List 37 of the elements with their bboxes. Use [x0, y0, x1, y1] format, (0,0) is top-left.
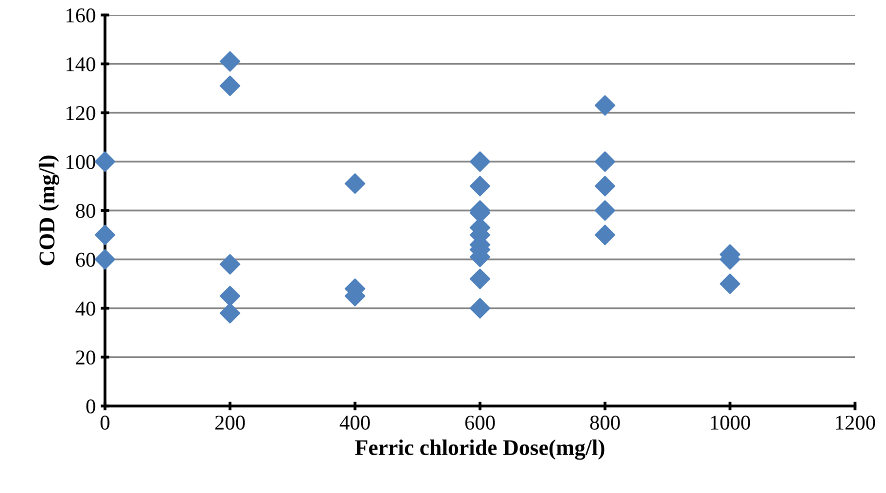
point	[470, 298, 490, 319]
y-tick-label: 60	[76, 252, 96, 267]
point	[720, 274, 740, 294]
point	[594, 200, 616, 221]
x-tick-label: 1000	[711, 416, 750, 430]
point	[94, 249, 116, 270]
y-tick-label: 80	[76, 204, 96, 218]
point	[220, 51, 240, 72]
point	[220, 302, 240, 324]
point	[94, 151, 116, 172]
x-tick-label: 800	[590, 416, 620, 430]
y-tick-label: 40	[76, 302, 96, 316]
point	[594, 176, 616, 196]
x-axis-title: Ferric chloride Dose(mg/l)	[355, 439, 604, 460]
point	[220, 76, 240, 96]
x-tick-label: 400	[340, 416, 370, 430]
point	[594, 151, 616, 172]
point	[470, 151, 490, 172]
point	[470, 176, 490, 196]
point	[344, 173, 366, 194]
y-tick-label: 160	[66, 8, 96, 22]
x-tick-label: 600	[465, 416, 495, 430]
point	[220, 286, 240, 306]
y-tick-label: 120	[66, 106, 96, 120]
point	[470, 268, 490, 290]
y-tick-label: 0	[86, 399, 96, 414]
point	[94, 224, 116, 246]
x-tick-label: 1200	[836, 416, 876, 430]
y-axis-title: COD (mg/l)	[38, 156, 60, 266]
point	[594, 224, 616, 246]
x-tick-label: 200	[215, 416, 245, 430]
point	[220, 254, 240, 275]
y-tick-label: 140	[66, 57, 96, 72]
x-tick-label: 0	[100, 416, 110, 430]
point	[594, 95, 616, 116]
y-tick-label: 100	[66, 155, 96, 170]
y-tick-label: 20	[76, 350, 96, 365]
